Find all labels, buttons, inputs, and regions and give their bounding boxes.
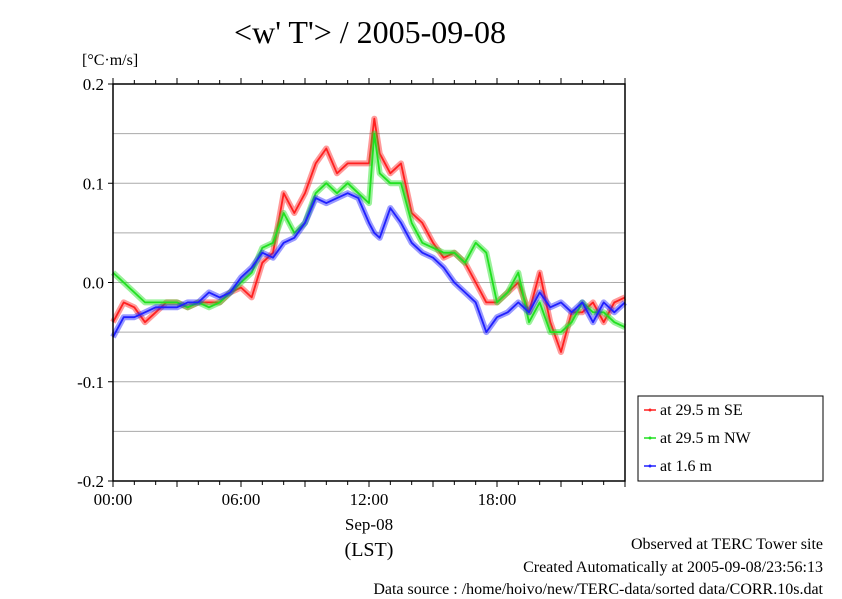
y-tick-label: 0.1 (83, 174, 104, 193)
x-tick-label: 18:00 (478, 490, 517, 509)
footer-observed: Observed at TERC Tower site (630, 536, 823, 553)
y-tick-label: -0.1 (77, 373, 104, 392)
y-axis-unit: [°C·m/s] (82, 52, 139, 69)
x-tick-label: 12:00 (350, 490, 389, 509)
series-line-1 (112, 132, 626, 334)
legend-marker-1 (648, 436, 652, 440)
y-tick-label: -0.2 (77, 472, 104, 491)
y-tick-label: 0.0 (83, 274, 104, 293)
x-tick-label: 06:00 (222, 490, 261, 509)
y-tick-label: 0.2 (83, 75, 104, 94)
x-date-label: Sep-08 (345, 515, 393, 534)
legend-label-2: at 1.6 m (660, 458, 713, 475)
x-axis-label: (LST) (345, 539, 394, 561)
series-line-2 (112, 192, 626, 338)
legend-label-1: at 29.5 m NW (660, 430, 752, 447)
legend-label-0: at 29.5 m SE (660, 402, 743, 419)
legend-marker-2 (648, 464, 652, 468)
footer-source: Data source : /home/hoivo/new/TERC-data/… (373, 581, 823, 598)
chart-title: <w' T'> / 2005-09-08 (234, 14, 506, 50)
series-halo-0 (110, 115, 627, 355)
footer-created: Created Automatically at 2005-09-08/23:5… (523, 559, 823, 576)
x-tick-label: 00:00 (94, 490, 133, 509)
legend-box (637, 395, 824, 482)
legend-marker-0 (648, 408, 652, 412)
